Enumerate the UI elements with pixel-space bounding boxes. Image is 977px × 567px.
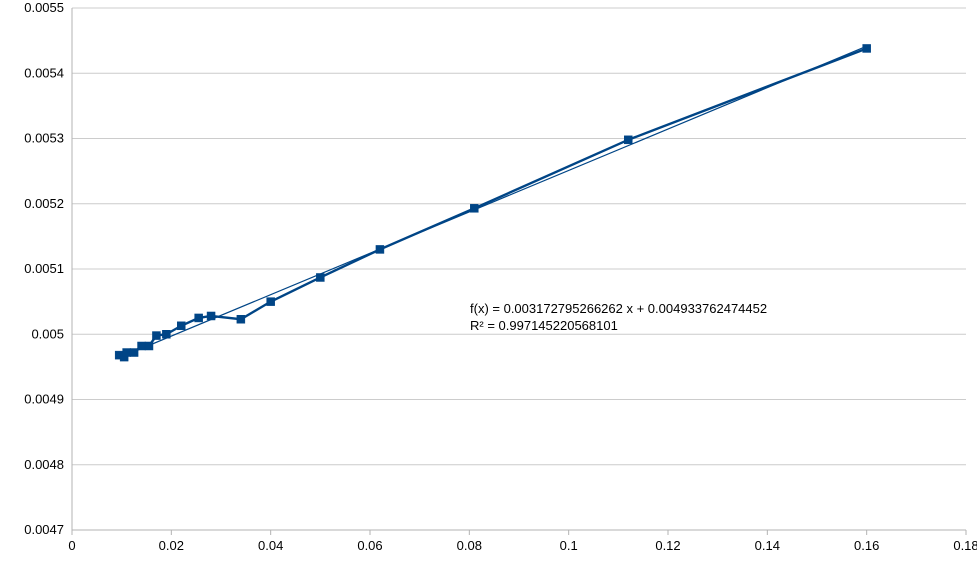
y-tick-label: 0.0055 <box>24 0 64 15</box>
y-tick-label: 0.0051 <box>24 261 64 276</box>
data-marker <box>152 332 160 340</box>
y-tick-label: 0.0049 <box>24 392 64 407</box>
y-tick-label: 0.0053 <box>24 131 64 146</box>
r-squared-label: R² = 0.997145220568101 <box>470 318 618 333</box>
data-marker <box>316 273 324 281</box>
data-marker <box>162 330 170 338</box>
data-marker <box>237 315 245 323</box>
x-tick-label: 0.18 <box>953 538 977 553</box>
data-marker <box>207 312 215 320</box>
data-marker <box>863 44 871 52</box>
equation-label: f(x) = 0.003172795266262 x + 0.004933762… <box>470 301 767 316</box>
data-marker <box>123 349 131 357</box>
y-tick-label: 0.0048 <box>24 457 64 472</box>
data-marker <box>130 349 138 357</box>
y-tick-label: 0.0054 <box>24 65 64 80</box>
y-tick-label: 0.0047 <box>24 522 64 537</box>
x-tick-label: 0.08 <box>457 538 482 553</box>
y-tick-label: 0.005 <box>31 326 64 341</box>
x-tick-label: 0.12 <box>655 538 680 553</box>
data-marker <box>470 204 478 212</box>
data-marker <box>195 314 203 322</box>
data-marker <box>376 245 384 253</box>
x-tick-label: 0.16 <box>854 538 879 553</box>
data-marker <box>138 342 146 350</box>
x-tick-label: 0.06 <box>357 538 382 553</box>
y-tick-label: 0.0052 <box>24 196 64 211</box>
data-marker <box>267 298 275 306</box>
regression-chart: 0.0047 0.0048 0.0049 0.005 0.0051 0.0052 0.005… <box>0 0 977 567</box>
x-tick-label: 0.1 <box>560 538 578 553</box>
data-marker <box>177 322 185 330</box>
data-marker <box>624 136 632 144</box>
x-tick-label: 0.14 <box>755 538 780 553</box>
x-tick-label: 0.04 <box>258 538 283 553</box>
x-tick-label: 0 <box>68 538 75 553</box>
x-tick-label: 0.02 <box>159 538 184 553</box>
data-marker <box>145 342 153 350</box>
